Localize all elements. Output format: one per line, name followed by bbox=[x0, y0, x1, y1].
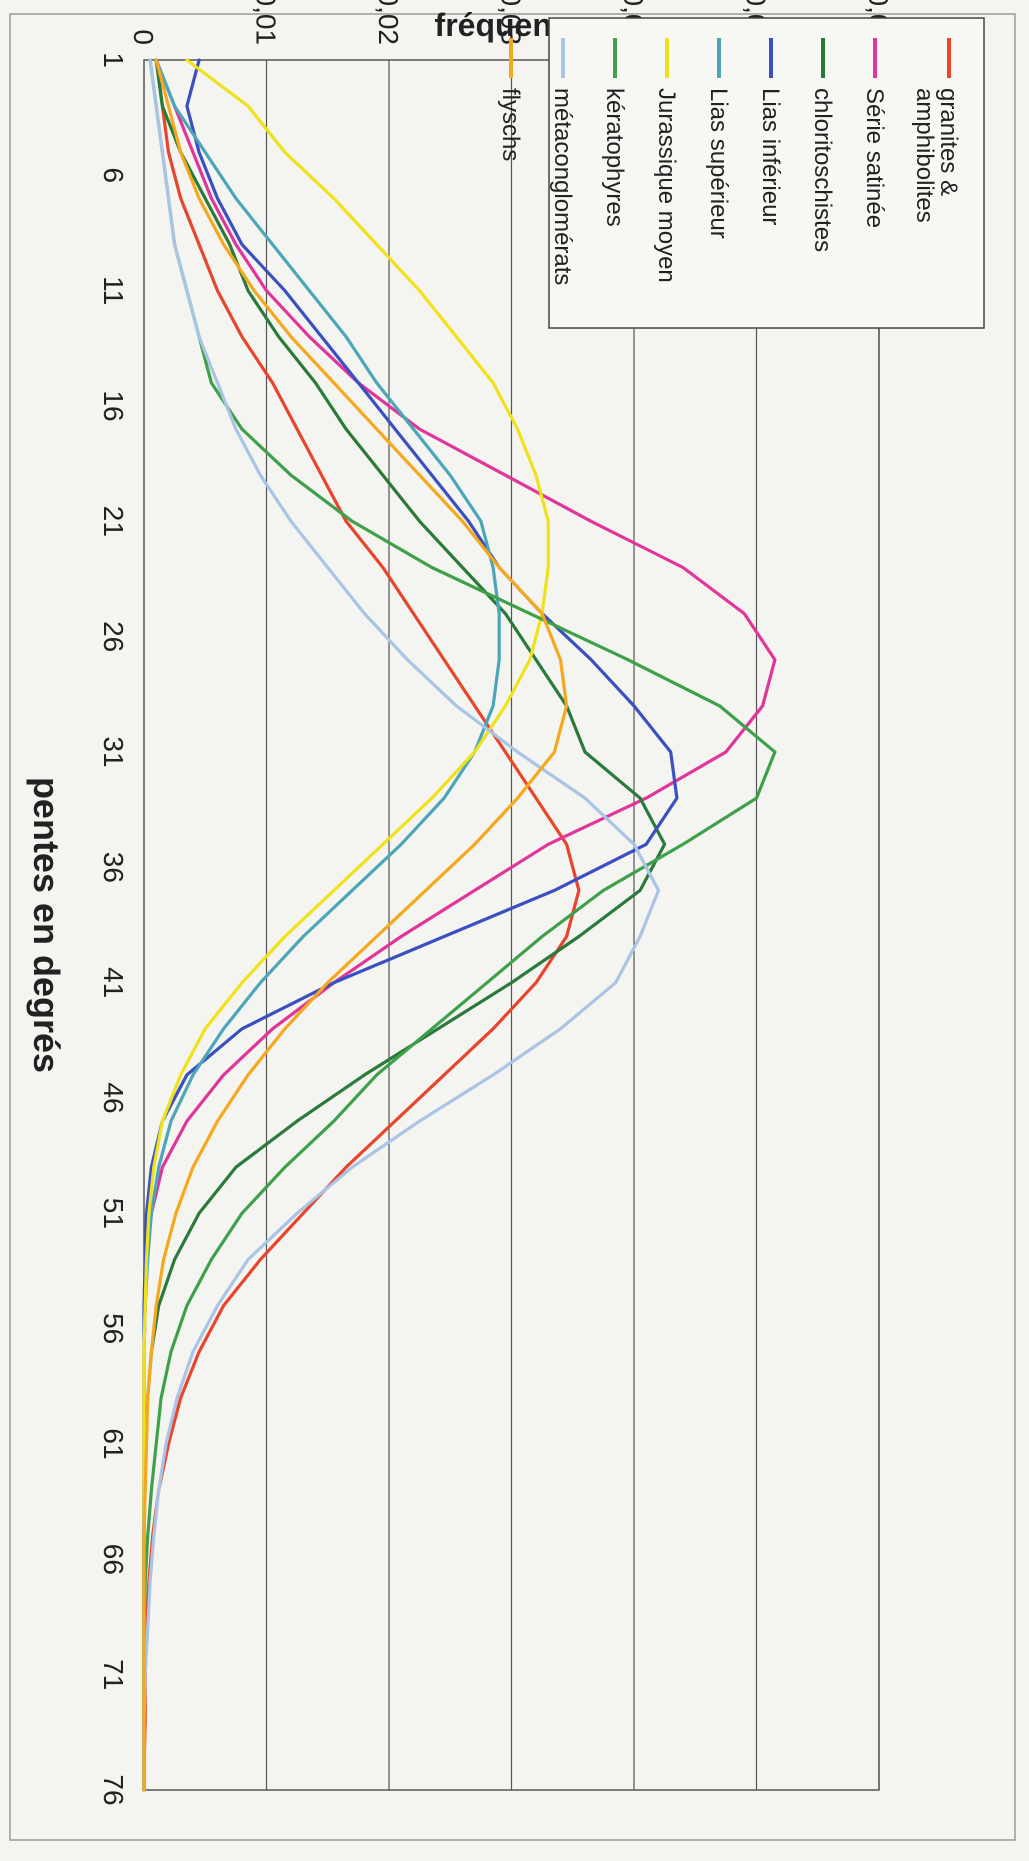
series-line bbox=[142, 58, 661, 1792]
series-line bbox=[142, 58, 569, 1792]
x-tick-label: 41 bbox=[98, 967, 129, 998]
x-tick-label: 1 bbox=[98, 52, 129, 68]
x-tick-label: 16 bbox=[98, 390, 129, 421]
legend-box bbox=[548, 17, 985, 329]
y-tick-label: 0,03 bbox=[496, 0, 527, 45]
x-tick-label: 76 bbox=[98, 1774, 129, 1805]
legend-label: Lias supérieur bbox=[705, 88, 732, 239]
x-tick-label: 26 bbox=[98, 621, 129, 652]
x-tick-label: 6 bbox=[98, 168, 129, 184]
y-tick-label: 0,02 bbox=[373, 0, 404, 45]
series-layer bbox=[142, 58, 777, 1792]
legend: granites &amphibolites Série satinée chlor… bbox=[497, 17, 985, 329]
legend-label: flyschs bbox=[497, 88, 524, 161]
series-line bbox=[142, 58, 777, 1792]
x-tick-label: 51 bbox=[98, 1198, 129, 1229]
x-tick-label: 71 bbox=[98, 1659, 129, 1690]
x-tick-label: 36 bbox=[98, 852, 129, 883]
chart-outer-border bbox=[9, 13, 1016, 1841]
x-tick-label: 61 bbox=[98, 1428, 129, 1459]
legend-label: chloritoschistes bbox=[809, 88, 836, 252]
legend-label: granites & bbox=[935, 88, 962, 196]
legend-label: Série satinée bbox=[861, 88, 888, 228]
legend-label: kératophyres bbox=[601, 88, 628, 227]
x-tick-label: 46 bbox=[98, 1082, 129, 1113]
x-tick-label: 31 bbox=[98, 736, 129, 767]
x-tick-label: 21 bbox=[98, 506, 129, 537]
x-axis-title: pentes en degrés bbox=[26, 777, 67, 1073]
x-tick-label: 66 bbox=[98, 1544, 129, 1575]
y-tick-label: 0 bbox=[128, 29, 159, 45]
legend-label: métaconglomérats bbox=[549, 88, 576, 285]
x-tick-label: 56 bbox=[98, 1313, 129, 1344]
y-tick-label: 0,01 bbox=[251, 0, 282, 45]
x-tick-label: 11 bbox=[98, 276, 129, 305]
legend-label: Lias inférieur bbox=[757, 88, 784, 225]
legend-label: amphibolites bbox=[911, 88, 938, 223]
legend-label: Jurassique moyen bbox=[653, 88, 680, 283]
